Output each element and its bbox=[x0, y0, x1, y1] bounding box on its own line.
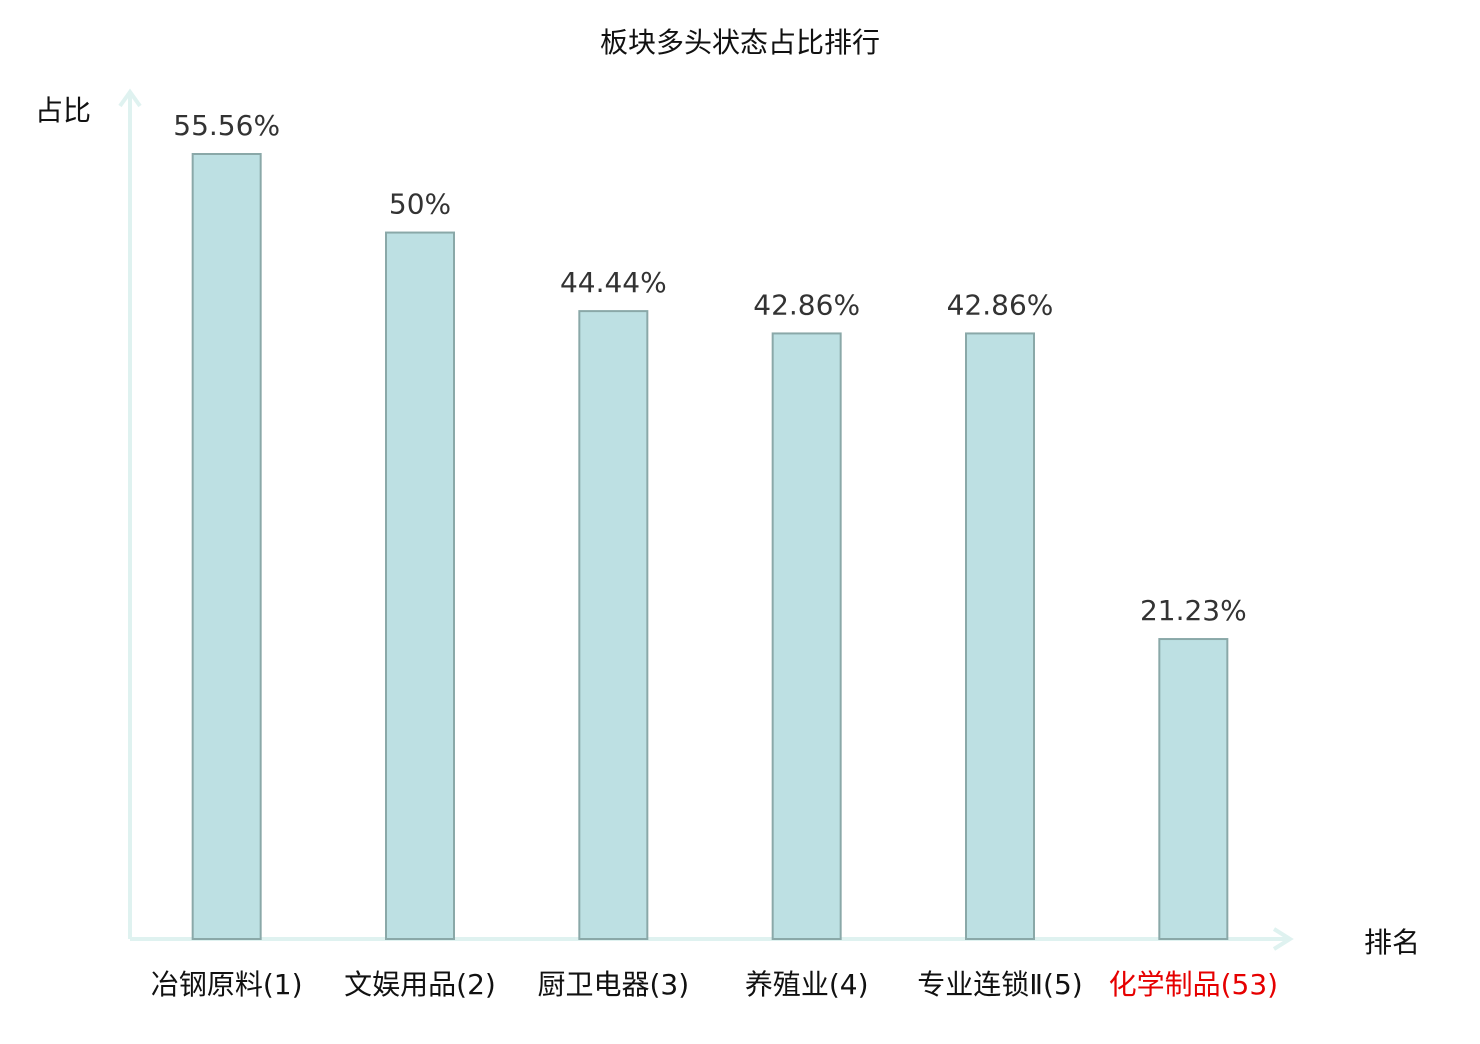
data-label: 50% bbox=[389, 188, 451, 221]
bar bbox=[1158, 638, 1229, 940]
y-axis-arrow-icon bbox=[118, 88, 142, 108]
bar bbox=[578, 310, 649, 940]
data-label: 55.56% bbox=[173, 109, 280, 142]
bar bbox=[965, 332, 1035, 940]
chart-title: 板块多头状态占比排行 bbox=[600, 26, 880, 59]
data-label: 42.86% bbox=[947, 288, 1054, 321]
bar bbox=[771, 332, 842, 940]
x-axis-arrow-icon bbox=[1272, 927, 1294, 951]
data-label: 44.44% bbox=[560, 266, 667, 299]
x-tick-label: 文娱用品(2) bbox=[344, 968, 496, 1001]
bar bbox=[191, 153, 262, 940]
bar bbox=[385, 231, 455, 940]
y-axis-label: 占比 bbox=[35, 94, 91, 127]
data-label: 42.86% bbox=[753, 288, 860, 321]
x-tick-label: 冶钢原料(1) bbox=[151, 968, 303, 1001]
data-label: 21.23% bbox=[1140, 594, 1247, 627]
x-axis-label: 排名 bbox=[1364, 926, 1420, 959]
x-tick-label: 专业连锁Ⅱ(5) bbox=[917, 968, 1082, 1001]
x-tick-label: 化学制品(53) bbox=[1109, 968, 1278, 1001]
x-tick-label: 厨卫电器(3) bbox=[537, 968, 689, 1001]
x-tick-label: 养殖业(4) bbox=[745, 968, 869, 1001]
